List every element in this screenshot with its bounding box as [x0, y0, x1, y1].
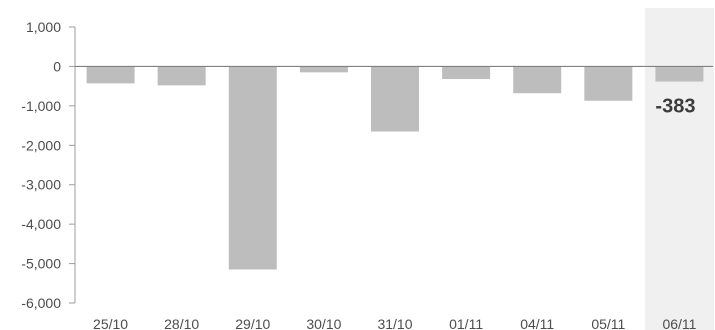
highlight-band — [644, 8, 714, 330]
axes-layer — [69, 26, 713, 304]
bar-25-10 — [86, 66, 135, 84]
x-tick-label: 01/11 — [449, 316, 483, 330]
bar-30-10 — [299, 66, 348, 73]
bar-04-11 — [513, 66, 562, 94]
y-tick-label: -4,000 — [21, 216, 61, 232]
bar-06-11 — [655, 66, 704, 82]
y-tick-label: -5,000 — [21, 256, 61, 272]
x-tick-label: 28/10 — [164, 316, 199, 330]
x-tick-label: 29/10 — [235, 316, 270, 330]
bar-28-10 — [157, 66, 206, 86]
x-tick-label: 05/11 — [591, 316, 625, 330]
y-tick-label: -3,000 — [21, 177, 61, 193]
y-tick-label: -6,000 — [21, 295, 61, 311]
y-tick-label: -1,000 — [21, 98, 61, 114]
bar-05-11 — [584, 66, 633, 101]
y-tick-label: 0 — [53, 58, 61, 74]
x-tick-label: 06/11 — [662, 316, 696, 330]
bar-01-11 — [442, 66, 491, 80]
x-tick-label: 30/10 — [306, 316, 341, 330]
x-tick-label: 31/10 — [377, 316, 412, 330]
highlight-band-layer — [644, 8, 714, 330]
bar-31-10 — [371, 66, 419, 132]
y-tick-label: -2,000 — [21, 137, 61, 153]
bar-29-10 — [228, 66, 277, 270]
highlight-value-label: -383 — [655, 96, 695, 118]
x-tick-labels: 25/10 28/10 29/10 30/10 31/10 01/11 04/11 05/11… — [93, 316, 697, 330]
x-tick-label: 25/10 — [93, 316, 128, 330]
x-tick-label: 04/11 — [520, 316, 554, 330]
y-tick-labels: 1,000 0 -1,000 -2,000 -3,000 -4,000 -5,000 -6,0… — [21, 19, 61, 311]
y-tick-label: 1,000 — [26, 19, 61, 35]
bars-layer — [86, 66, 704, 270]
